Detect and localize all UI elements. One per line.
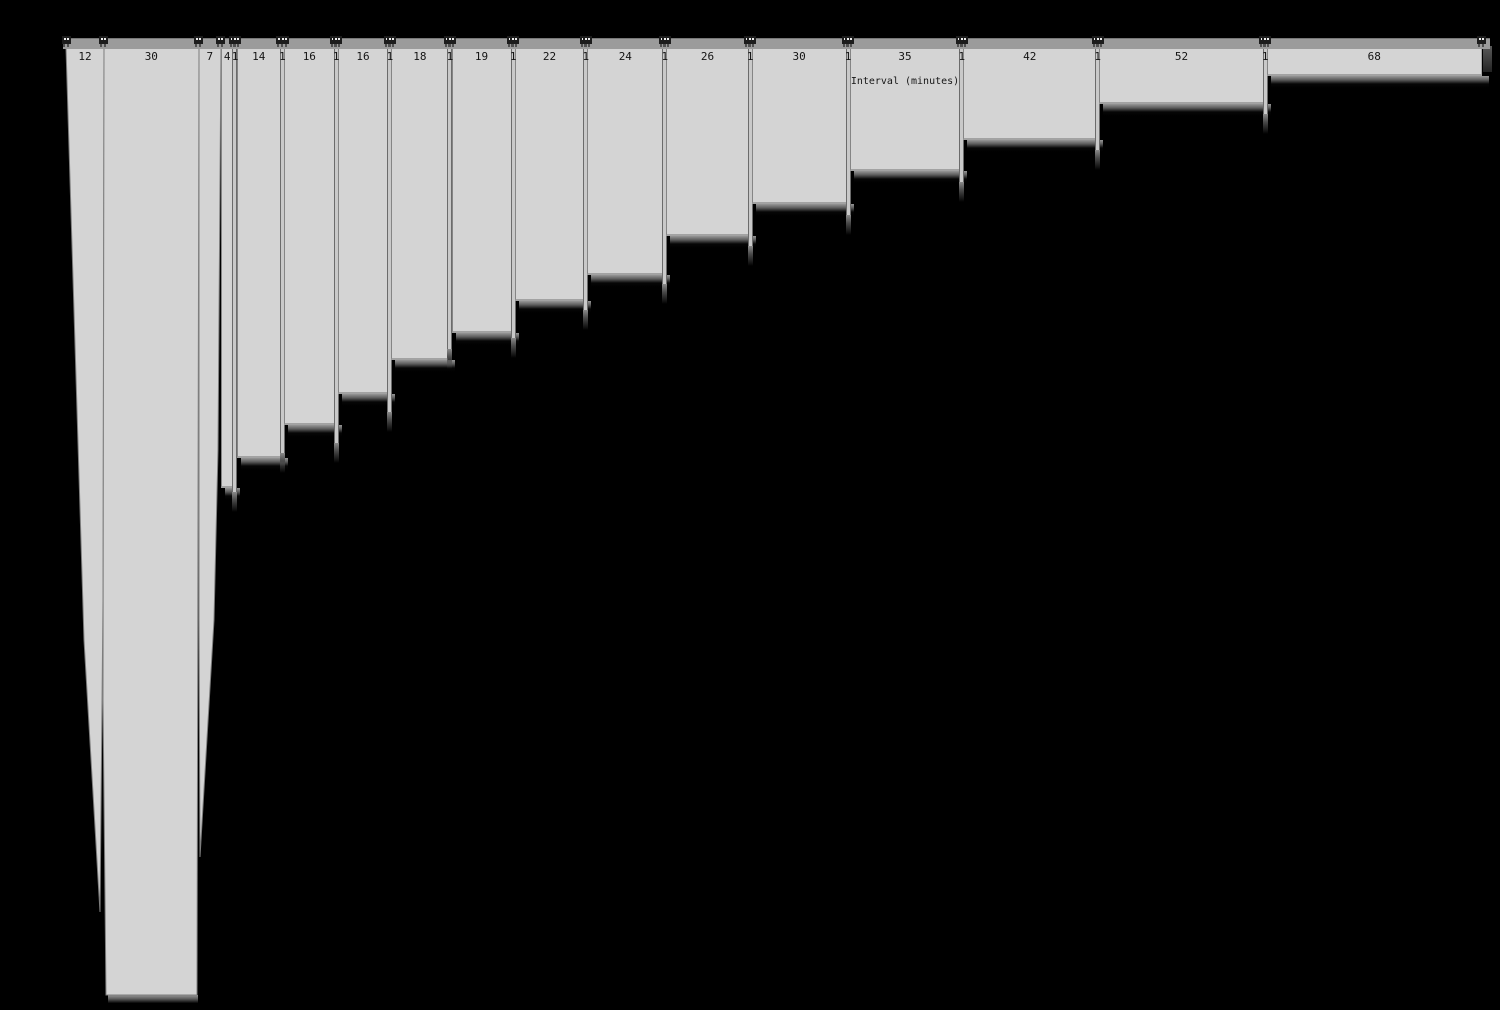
interval-label: 52 (1174, 50, 1189, 63)
bar-shadow (747, 246, 753, 266)
bus-icon (99, 36, 109, 47)
bus-icon (661, 36, 671, 47)
interval-label: 42 (1023, 50, 1037, 63)
interval-label: 1 (386, 50, 394, 63)
bus-icon (510, 36, 520, 47)
interval-label: 1 (1261, 50, 1269, 63)
bar-shadow (1262, 114, 1268, 134)
interval-label: 1 (661, 50, 669, 63)
bus-icon (845, 36, 855, 47)
interval-bar (963, 48, 1097, 140)
bar-shadow (510, 338, 516, 358)
bar-shadow (967, 140, 1104, 152)
bar-shadow (455, 333, 519, 345)
bus-icon (279, 36, 289, 47)
interval-bar (1099, 48, 1264, 104)
interval-label: 24 (618, 50, 632, 63)
bus-icon (194, 36, 204, 47)
bus-icon (747, 36, 757, 47)
interval-bar-tapered (65, 47, 105, 913)
interval-label: 1 (582, 50, 590, 63)
interval-label: 26 (700, 50, 715, 63)
bar-shadow (845, 215, 851, 235)
bar-shadow (591, 275, 671, 287)
interval-label: 30 (144, 50, 158, 63)
interval-bar (284, 48, 335, 425)
interval-bar (849, 48, 961, 171)
interval-label: 18 (413, 50, 427, 63)
interval-label: 35 (898, 50, 912, 63)
bus-icon (386, 36, 396, 47)
bar-shadow (447, 349, 453, 369)
bus-icon (61, 36, 71, 47)
bar-shadow (662, 284, 668, 304)
bus-icon (1262, 36, 1272, 47)
interval-label: 7 (206, 50, 214, 63)
bar-shadow (518, 301, 592, 313)
bar-shadow (1095, 150, 1101, 170)
bar-shadow (232, 492, 238, 512)
interval-bar (587, 48, 664, 275)
interval-label: 68 (1367, 50, 1381, 63)
interval-label: 16 (302, 50, 316, 63)
bar-shadow (1270, 76, 1489, 88)
bar-shadow (279, 453, 285, 473)
interval-label: 1 (844, 50, 852, 63)
interval-label: 19 (474, 50, 489, 63)
bunched-interval-bar (1262, 48, 1268, 114)
interval-bar (391, 48, 449, 360)
interval-label: 1 (446, 50, 454, 63)
bar-shadow (387, 412, 393, 432)
interval-bar (236, 48, 281, 458)
interval-bar (666, 48, 749, 236)
bar-shadow (755, 204, 854, 216)
bus-icon (333, 36, 343, 47)
bus-icon (1477, 36, 1487, 47)
x-axis-label: Interval (minutes) (850, 76, 960, 87)
interval-label: 4 (223, 50, 231, 63)
interval-bar (514, 48, 585, 301)
bar-shadow (341, 394, 396, 406)
interval-bar (451, 48, 512, 333)
bar-shadow (108, 995, 198, 1003)
bus-icon (958, 36, 968, 47)
bar-shadow (288, 425, 342, 437)
interval-label: 30 (792, 50, 806, 63)
interval-bar (337, 48, 389, 394)
interval-label: 1 (1094, 50, 1102, 63)
bar-shadow (395, 360, 456, 372)
interval-label: 14 (252, 50, 266, 63)
interval-label: 1 (958, 50, 966, 63)
interval-label: 1 (509, 50, 517, 63)
interval-bar (751, 48, 847, 204)
bus-icon (447, 36, 457, 47)
bus-icon (582, 36, 592, 47)
bar-shadow (670, 236, 756, 248)
bus-icon (1094, 36, 1104, 47)
interval-bar-tapered (102, 47, 200, 996)
bar-shadow (853, 171, 968, 183)
clipped-next-bar (1483, 46, 1492, 72)
bar-shadow (959, 182, 965, 202)
interval-label: 1 (332, 50, 340, 63)
interval-label: 1 (231, 50, 239, 63)
interval-label: 16 (356, 50, 370, 63)
bar-shadow (240, 458, 288, 470)
interval-label: 1 (746, 50, 754, 63)
bar-shadow (333, 443, 339, 463)
interval-label: 1 (279, 50, 286, 63)
interval-bar-tapered (198, 47, 222, 858)
interval-label: 12 (78, 50, 92, 63)
timeline-road-band (63, 38, 1490, 49)
bar-shadow (583, 310, 589, 330)
bus-icon (232, 36, 242, 47)
bar-shadow (1103, 104, 1271, 116)
interval-bar (1266, 48, 1482, 76)
bus-icon (216, 36, 226, 47)
interval-label: 22 (542, 50, 557, 63)
